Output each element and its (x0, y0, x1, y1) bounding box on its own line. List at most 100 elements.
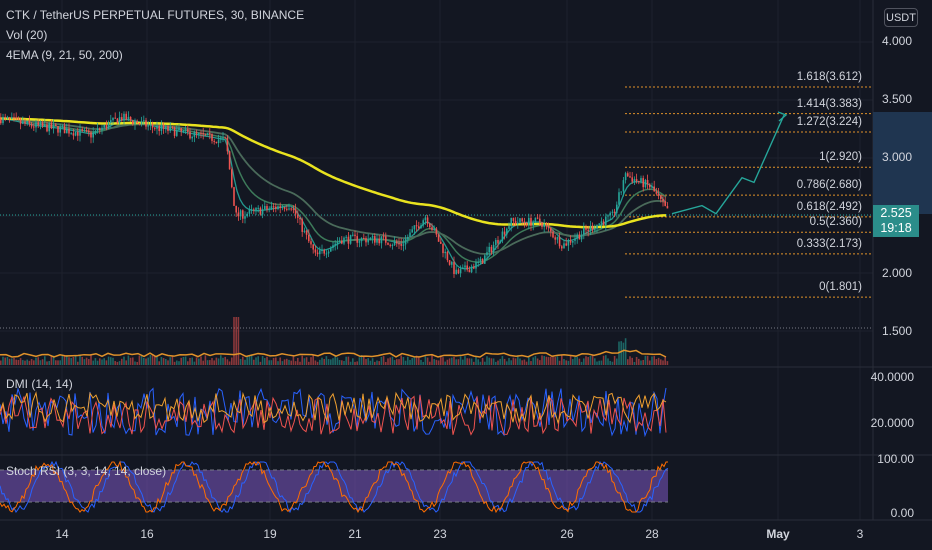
candle-body (596, 224, 598, 229)
volume-bar (490, 358, 493, 365)
candle-body (107, 122, 110, 129)
candle-body (336, 241, 339, 244)
candle-body (246, 213, 248, 217)
volume-bar (459, 356, 462, 365)
volume-bar (59, 360, 61, 365)
volume-bar (110, 357, 112, 365)
candle-body (74, 131, 77, 136)
stoch-k-line (0, 460, 669, 514)
candle-body (552, 231, 554, 238)
volume-bar (26, 359, 28, 365)
candle-body (59, 126, 61, 133)
volume-bar (349, 361, 352, 365)
volume-bar (536, 358, 539, 365)
candle-body (334, 243, 336, 246)
volume-bar (657, 357, 660, 365)
volume-legend[interactable]: Vol (20) (6, 28, 48, 42)
volume-bar (173, 361, 176, 365)
volume-bar (55, 360, 57, 365)
candles (0, 111, 669, 278)
candle-body (85, 130, 88, 132)
volume-bar (66, 355, 68, 365)
candle-body (94, 130, 97, 133)
candle-body (81, 129, 83, 131)
candle-body (437, 234, 440, 242)
volume-bar (567, 360, 570, 365)
candle-body (609, 212, 611, 216)
candle-body (204, 134, 207, 136)
candle-body (497, 239, 499, 244)
candle-body (176, 129, 178, 136)
volume-bar (338, 359, 341, 365)
volume-bar (134, 361, 136, 365)
volume-bar (253, 359, 255, 365)
candle-body (127, 116, 130, 121)
price-axis-tick: 2.000 (881, 266, 912, 280)
candle-body (35, 122, 37, 128)
candle-body (387, 242, 389, 245)
candle-body (169, 126, 171, 131)
candle-body (556, 237, 559, 240)
candle-body (222, 137, 224, 139)
candle-body (231, 169, 233, 188)
volume-bar (503, 358, 506, 365)
candle-body (217, 139, 220, 144)
candle-body (50, 123, 53, 129)
stoch-legend[interactable]: Stoch RSI (3, 3, 14, 14, close) (6, 464, 167, 478)
candle-body (490, 246, 493, 253)
candle-body (242, 210, 244, 219)
candle-body (79, 129, 81, 136)
candle-body (631, 177, 633, 182)
candle-body (330, 247, 332, 252)
adx-line (0, 391, 667, 425)
volume-bar (312, 355, 314, 365)
volume-bar (543, 356, 545, 365)
volume-bar (391, 356, 394, 365)
candle-body (17, 118, 20, 120)
candle-body (572, 240, 574, 243)
candle-body (2, 116, 4, 124)
candle-body (224, 137, 226, 139)
candle-body (459, 269, 462, 274)
volume-bar (565, 360, 567, 365)
candle-body (13, 117, 15, 119)
volume-bar (354, 361, 356, 365)
candle-body (349, 234, 352, 244)
volume-bar (239, 359, 242, 365)
candle-body (308, 234, 310, 242)
volume-bar (283, 359, 286, 365)
candle-body (44, 124, 46, 127)
candle-body (444, 251, 446, 254)
candle-body (294, 208, 297, 215)
ema-legend[interactable]: 4EMA (9, 21, 50, 200) (6, 48, 123, 62)
currency-button[interactable]: USDT (884, 8, 918, 27)
volume-bar (211, 358, 213, 365)
candle-body (539, 218, 541, 223)
price-axis-tick: 3.500 (881, 92, 912, 106)
volume-bar (653, 356, 655, 365)
volume-bar (68, 357, 70, 365)
candle-body (616, 204, 618, 213)
candle-body (558, 237, 561, 247)
volume-bar (33, 360, 35, 365)
price-axis-tick: 4.000 (881, 34, 912, 48)
volume-bar (572, 359, 574, 365)
volume-bar (215, 357, 218, 365)
candle-body (182, 130, 185, 132)
volume-bar (547, 357, 550, 365)
volume-bar (453, 356, 455, 365)
volume-bar (336, 357, 339, 365)
candle-body (431, 227, 433, 231)
candle-body (275, 206, 277, 210)
volume-bar (594, 358, 596, 365)
symbol-title[interactable]: CTK / TetherUS PERPETUAL FUTURES, 30, BI… (6, 8, 305, 22)
volume-bar (275, 357, 277, 365)
volume-bar (585, 356, 587, 365)
candle-body (354, 234, 356, 237)
candle-body (145, 120, 147, 127)
stoch-axis-tick: 100.00 (877, 452, 914, 466)
candle-body (312, 244, 314, 250)
candle-body (118, 117, 121, 124)
dmi-legend[interactable]: DMI (14, 14) (6, 377, 73, 391)
